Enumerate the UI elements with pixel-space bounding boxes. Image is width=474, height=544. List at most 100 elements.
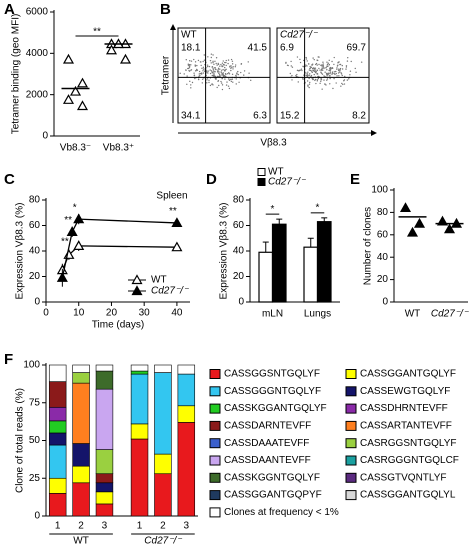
- event-dot: [316, 79, 319, 81]
- event-dot: [329, 69, 332, 71]
- event-dot: [224, 70, 226, 72]
- event-dot: [321, 88, 323, 90]
- quadrant-value: 69.7: [347, 43, 367, 54]
- event-dot: [190, 84, 192, 86]
- event-dot: [227, 85, 230, 87]
- event-dot: [250, 79, 252, 82]
- event-dot: [306, 60, 308, 62]
- legend-label: CASSDAANTEVFF: [224, 455, 311, 466]
- legend-swatch: [345, 420, 357, 431]
- event-dot: [219, 68, 221, 70]
- event-dot: [314, 69, 316, 71]
- event-dot: [312, 69, 314, 71]
- event-dot: [345, 65, 348, 67]
- bar-segment: [95, 364, 114, 372]
- event-dot: [305, 58, 308, 60]
- point: [406, 226, 419, 237]
- event-dot: [230, 78, 232, 81]
- event-dot: [212, 54, 214, 56]
- y-axis-label: Tetramer: [161, 55, 172, 95]
- event-dot: [336, 75, 338, 77]
- event-dot: [325, 67, 327, 69]
- event-dot: [213, 67, 215, 69]
- legend-label: Clones at frequency < 1%: [224, 507, 339, 518]
- legend-label: CASSGTVQNTLYF: [360, 472, 447, 483]
- event-dot: [237, 73, 240, 76]
- y-tick-label: 0: [382, 297, 388, 308]
- event-dot: [221, 77, 223, 80]
- event-dot: [323, 67, 325, 70]
- event-dot: [327, 73, 330, 75]
- event-dot: [235, 74, 237, 77]
- y-tick-label: 80: [29, 195, 41, 206]
- event-dot: [208, 79, 210, 81]
- legend-swatch: [257, 168, 266, 176]
- event-dot: [329, 67, 331, 70]
- event-dot: [225, 84, 228, 86]
- event-dot: [320, 68, 323, 71]
- significance: **: [93, 27, 101, 38]
- event-dot: [354, 67, 356, 70]
- event-dot: [329, 72, 331, 75]
- point: [73, 240, 85, 250]
- legend-marker: [131, 274, 143, 285]
- event-dot: [188, 64, 191, 66]
- event-dot: [316, 80, 319, 82]
- point: [69, 85, 82, 96]
- x-axis-label: Vβ8.3: [260, 138, 287, 149]
- event-dot: [221, 65, 223, 68]
- event-dot: [231, 66, 233, 69]
- event-dot: [218, 84, 220, 87]
- event-dot: [220, 71, 222, 73]
- panel-label: C: [4, 171, 15, 188]
- event-dot: [217, 62, 219, 65]
- event-dot: [322, 69, 324, 71]
- event-dot: [333, 72, 335, 75]
- event-dot: [291, 74, 293, 77]
- event-dot: [350, 60, 352, 63]
- event-dot: [310, 74, 313, 77]
- event-dot: [191, 81, 194, 84]
- event-dot: [228, 79, 231, 81]
- event-dot: [211, 83, 213, 85]
- event-dot: [315, 82, 317, 85]
- event-dot: [235, 83, 237, 85]
- event-dot: [344, 75, 346, 78]
- event-dot: [329, 77, 331, 80]
- bar-segment: [48, 406, 67, 422]
- event-dot: [341, 68, 344, 70]
- event-dot: [202, 70, 204, 72]
- event-dot: [334, 70, 337, 73]
- point: [171, 241, 183, 252]
- event-dot: [349, 70, 352, 72]
- event-dot: [230, 67, 232, 70]
- event-dot: [209, 69, 211, 71]
- event-dot: [311, 63, 314, 65]
- event-dot: [333, 56, 335, 59]
- event-dot: [360, 61, 363, 63]
- legend-label: CASSKGGANTGQLYF: [224, 403, 327, 414]
- event-dot: [240, 62, 243, 65]
- event-dot: [217, 80, 219, 82]
- event-dot: [235, 78, 237, 80]
- bar-segment: [154, 473, 172, 517]
- event-dot: [225, 59, 227, 62]
- legend-swatch: [209, 490, 221, 501]
- event-dot: [199, 72, 202, 75]
- bar-segment: [72, 465, 90, 484]
- event-dot: [322, 65, 325, 67]
- event-dot: [221, 62, 224, 64]
- event-dot: [313, 58, 315, 61]
- event-dot: [332, 87, 334, 90]
- event-dot: [316, 72, 318, 75]
- y-tick-label: 50: [29, 435, 41, 446]
- y-tick-label: 40: [377, 252, 389, 263]
- event-dot: [324, 71, 326, 73]
- event-dot: [341, 74, 343, 77]
- y-tick-label: 25: [29, 473, 41, 484]
- event-dot: [340, 85, 342, 87]
- bar-segment: [48, 364, 67, 382]
- event-dot: [333, 77, 335, 80]
- event-dot: [326, 78, 329, 80]
- event-dot: [202, 72, 205, 74]
